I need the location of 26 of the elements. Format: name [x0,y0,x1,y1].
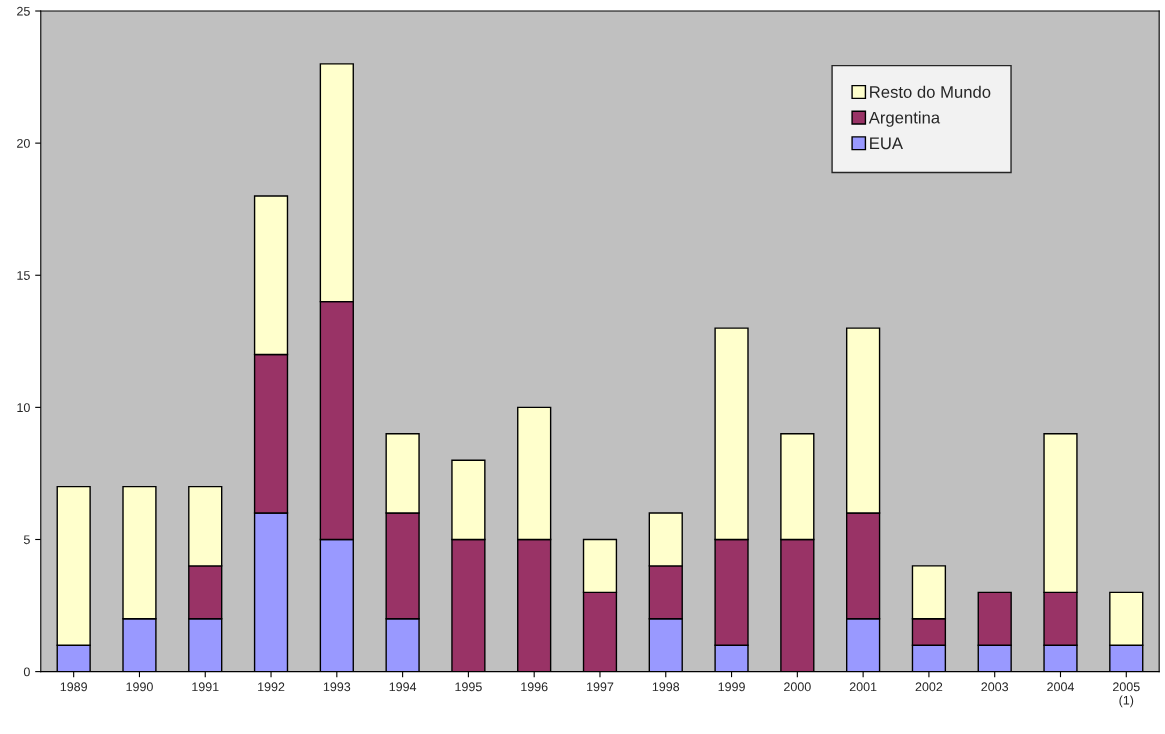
x-tick-label: 1995 [455,682,482,692]
x-tick-label: 1993 [323,682,351,692]
x-tick-label: 1990 [126,682,153,692]
x-tick-label: 1992 [258,682,285,692]
legend-label: EUA [870,137,903,150]
x-tick-label: 1996 [521,682,548,692]
legend-label: Resto do Mundo [870,85,991,98]
x-tick-label: 2003 [981,682,1009,692]
x-tick-label: 2001 [849,682,877,692]
y-tick-label: 20 [17,138,30,148]
x-tick-label: 1994 [389,682,417,692]
x-tick-label: 2004 [1047,682,1075,692]
y-tick-label: 5 [23,535,30,545]
x-tick-label: 2000 [784,682,811,692]
y-tick-label: 15 [17,271,30,280]
y-tick-label: 25 [17,6,30,16]
x-tick-label: 2002 [915,682,943,692]
y-tick-label: 0 [23,667,30,677]
x-tick-label: 2005 (1) [1113,682,1140,708]
x-tick-label: 1997 [587,682,614,692]
x-tick-label: 1989 [60,682,87,692]
x-tick-label: 1998 [652,682,680,692]
y-tick-label: 10 [17,403,30,413]
x-tick-label: 1999 [718,682,745,692]
x-tick-label: 1991 [192,682,219,692]
legend-label: Argentina [868,111,941,127]
